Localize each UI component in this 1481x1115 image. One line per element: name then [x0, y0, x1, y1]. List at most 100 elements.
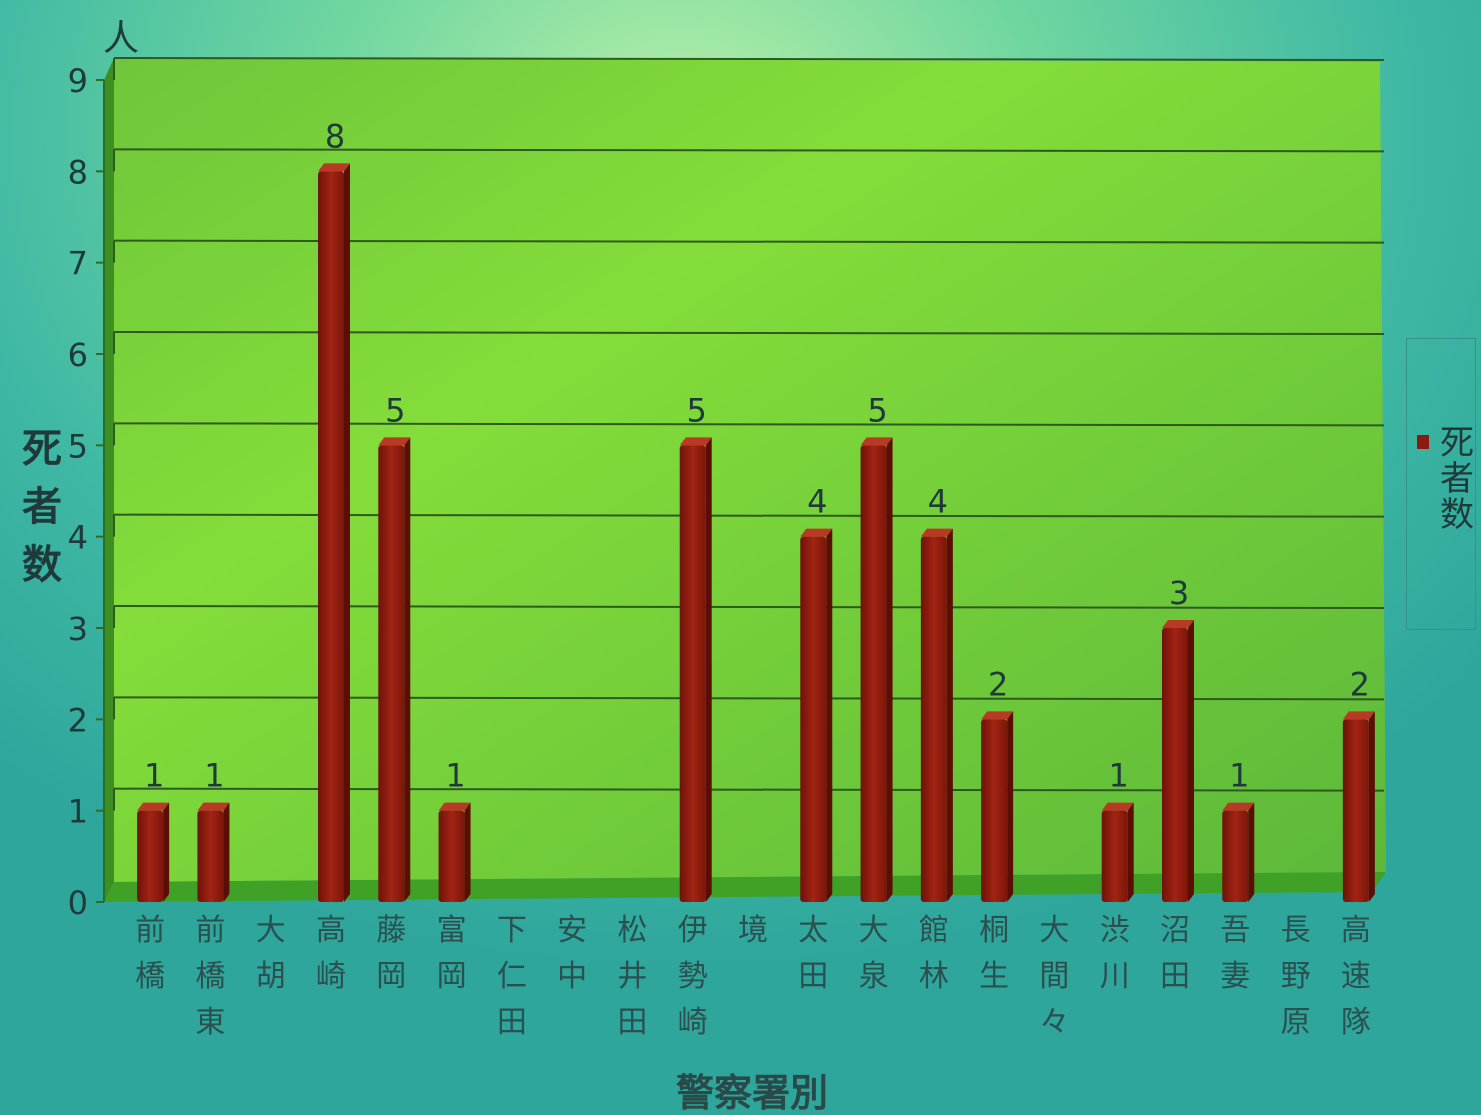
bar-top	[378, 437, 411, 446]
x-tick-label-char: 大	[256, 913, 286, 948]
x-tick-label-char: 妻	[1220, 959, 1250, 994]
y-tick-label: 7	[68, 245, 88, 283]
data-label: 3	[1169, 574, 1189, 612]
plot-floor	[104, 872, 1386, 902]
x-tick-label-char: 生	[979, 959, 1009, 994]
x-tick-label-char: 大	[1039, 913, 1069, 948]
data-label: 1	[1229, 757, 1249, 795]
data-label: 1	[144, 757, 164, 795]
plot-area	[103, 58, 1386, 902]
x-tick-label-char: 崎	[316, 959, 346, 994]
bar-side	[886, 437, 893, 902]
y-tick-label: 0	[68, 884, 88, 922]
bar-side	[163, 802, 170, 902]
x-tick-label-char: 富	[437, 913, 467, 948]
bar-side	[1368, 711, 1375, 902]
y-axis-title-char: 死	[22, 426, 62, 472]
bar-side	[705, 437, 712, 902]
x-tick-label: 大泉	[859, 913, 889, 994]
x-tick-label-char: 岡	[437, 959, 467, 994]
bar-top	[1342, 711, 1375, 720]
y-tick-label: 3	[68, 610, 88, 648]
bar	[679, 445, 706, 902]
x-tick-label-char: 野	[1281, 959, 1311, 994]
bar-top	[800, 528, 833, 537]
x-tick-label: 下仁田	[497, 913, 527, 1040]
legend: 死者数	[1406, 338, 1476, 630]
x-tick-label-char: 東	[195, 1005, 225, 1040]
data-label: 5	[385, 391, 405, 429]
x-tick-label-char: 岡	[376, 959, 406, 994]
bar-side	[1248, 802, 1255, 902]
bar-side	[946, 528, 953, 902]
x-tick-label-char: 崎	[678, 1005, 708, 1040]
bar-side	[826, 528, 833, 902]
x-tick-label-char: 田	[617, 1005, 647, 1040]
data-label: 5	[867, 391, 887, 429]
x-tick-label: 桐生	[979, 913, 1009, 994]
x-tick-label: 長野原	[1281, 913, 1311, 1040]
x-tick-label-char: 高	[1341, 913, 1371, 948]
x-tick-label: 境	[738, 913, 768, 948]
data-label: 5	[687, 391, 707, 429]
x-tick-label-char: 松	[617, 913, 647, 948]
bar-top	[1222, 802, 1255, 811]
bar	[438, 810, 465, 902]
legend-label: 死者数	[1440, 423, 1474, 535]
data-label: 4	[928, 483, 948, 521]
x-tick-label-char: 勢	[678, 959, 708, 994]
x-tick-label-char: 大	[859, 913, 889, 948]
bar	[318, 171, 344, 903]
x-tick-label-char: 林	[919, 959, 949, 994]
bar	[378, 445, 405, 902]
x-tick-label-char: 渋	[1100, 913, 1130, 948]
bar	[1222, 810, 1249, 902]
bar-side	[223, 802, 230, 902]
bar	[1162, 628, 1188, 902]
y-tick-label: 4	[68, 519, 88, 557]
x-tick-label: 大胡	[256, 913, 286, 994]
x-tick-label-char: 伊	[678, 913, 708, 948]
bar	[1342, 719, 1369, 902]
bar	[197, 810, 224, 902]
x-tick-label: 前橋	[135, 913, 165, 994]
x-tick-label-char: 境	[738, 913, 768, 948]
bar-side	[464, 802, 471, 902]
y-axis-title: 死者数	[22, 426, 62, 588]
bar-top	[438, 802, 471, 811]
bar-top	[1162, 620, 1194, 628]
x-tick-label-char: 田	[1160, 959, 1190, 994]
plot-back-wall	[114, 58, 1386, 882]
x-tick-label-char: 速	[1341, 959, 1371, 994]
x-tick-label-char: 間	[1039, 959, 1069, 994]
data-label: 2	[988, 665, 1008, 703]
bar-top	[679, 437, 712, 446]
x-tick-label-char: 仁	[497, 959, 527, 994]
x-tick-label-char: 高	[316, 913, 346, 948]
bar-top	[137, 802, 170, 811]
data-label: 1	[445, 757, 465, 795]
bar-side	[1007, 711, 1014, 902]
x-tick-label-char: 橋	[195, 959, 225, 994]
x-tick-label: 藤岡	[376, 913, 406, 994]
data-label: 8	[325, 117, 345, 155]
x-tick-label: 渋川	[1100, 913, 1130, 994]
x-tick-label-char: 館	[919, 913, 949, 948]
x-tick-label: 館林	[919, 913, 949, 994]
x-tick-label-char: 藤	[376, 913, 406, 948]
x-tick-label-char: 原	[1281, 1005, 1311, 1040]
x-tick-label-char: 中	[557, 959, 587, 994]
bar-side	[1188, 620, 1194, 902]
y-tick-label: 8	[68, 153, 88, 191]
x-tick-label-char: 泉	[859, 959, 889, 994]
x-tick-label: 前橋東	[195, 913, 225, 1040]
x-axis-title: 警察署別	[676, 1071, 828, 1115]
x-tick-label-char: 沼	[1160, 913, 1190, 948]
bar	[137, 810, 164, 902]
x-tick-label-char: 安	[557, 913, 587, 948]
x-tick-label: 高速隊	[1341, 913, 1371, 1040]
x-tick-label: 富岡	[437, 913, 467, 994]
x-tick-label-char: 桐	[979, 913, 1009, 948]
legend-swatch	[1417, 435, 1429, 449]
